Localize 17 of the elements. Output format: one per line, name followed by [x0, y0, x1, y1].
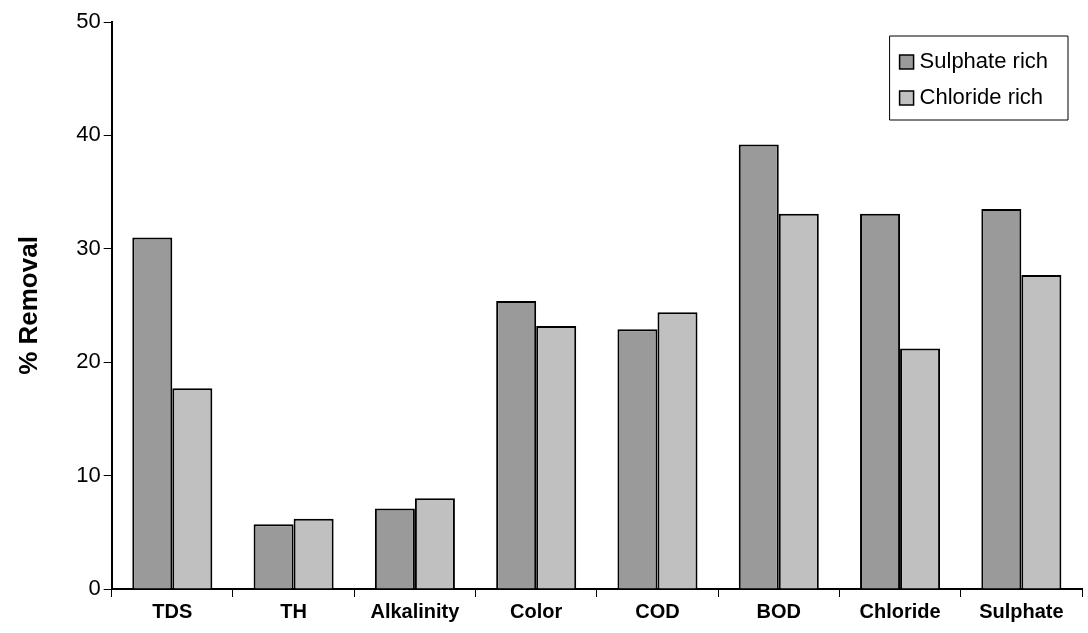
y-tick-label: 20	[76, 348, 101, 374]
x-tick-label: BOD	[756, 599, 801, 622]
y-tick-label: 40	[76, 121, 101, 147]
x-tick-label: Color	[510, 599, 563, 622]
x-tick-label: TH	[280, 599, 307, 622]
x-tick-label: TDS	[152, 599, 193, 622]
x-tick-label: Alkalinity	[370, 599, 461, 622]
y-tick-label: 30	[76, 234, 101, 260]
y-axis-title: % Removal	[12, 236, 43, 375]
x-tick-label: Chloride	[859, 599, 941, 622]
legend-label: Sulphate rich	[919, 48, 1049, 74]
y-tick-label: 10	[76, 461, 101, 487]
y-tick-label: 50	[76, 8, 101, 34]
legend-label: Chloride rich	[919, 84, 1044, 110]
x-tick-label: Sulphate	[979, 599, 1064, 622]
y-tick-label: 0	[88, 575, 101, 601]
x-tick-label: COD	[635, 599, 680, 622]
